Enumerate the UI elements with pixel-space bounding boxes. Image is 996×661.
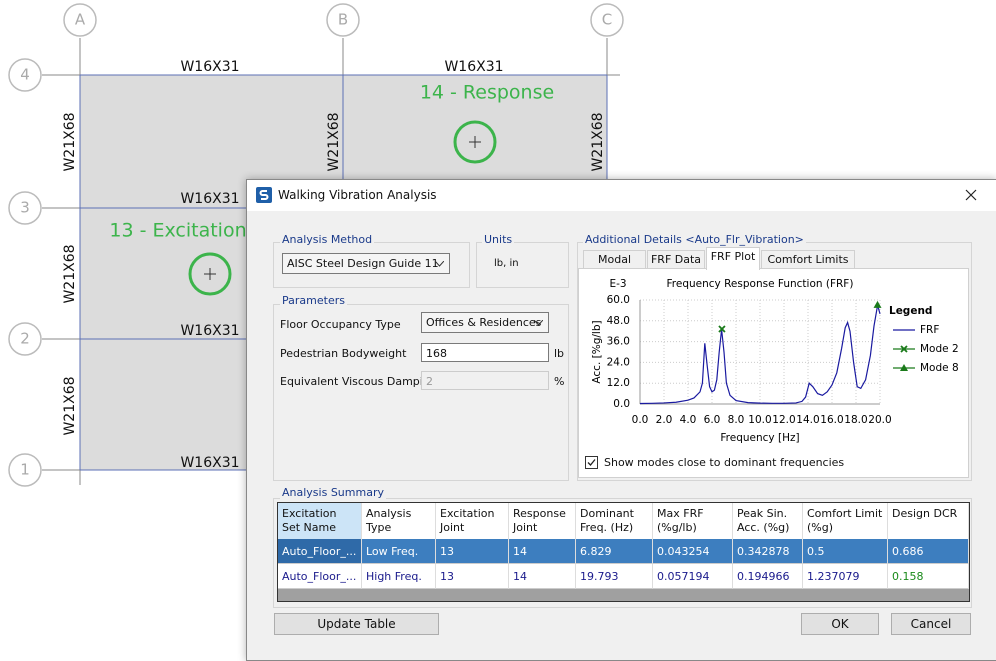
- grid-label: A: [75, 11, 86, 29]
- method-select[interactable]: AISC Steel Design Guide 11: [282, 253, 450, 274]
- units-group: [476, 242, 569, 288]
- damping-input: 2: [421, 371, 549, 390]
- dropdown-arrow: [435, 261, 444, 267]
- table-cell: High Freq.: [362, 564, 436, 589]
- grid-label: C: [602, 11, 612, 29]
- table-cell: 0.194966: [733, 564, 803, 589]
- table-cell: Auto_Floor_...: [278, 539, 362, 564]
- beam-label: W21X68: [62, 376, 78, 435]
- table-header: Analysis Type: [362, 503, 436, 539]
- param-unit: %: [554, 375, 564, 388]
- beam-label: W16X31: [180, 323, 239, 339]
- checkbox-label: Show modes close to dominant frequencies: [604, 456, 844, 469]
- grid-label: 3: [20, 199, 30, 217]
- dialog-title: Walking Vibration Analysis: [278, 188, 437, 202]
- group-label: Analysis Method: [280, 233, 374, 246]
- bodyweight-input[interactable]: 168: [421, 343, 549, 362]
- table-cell: Low Freq.: [362, 539, 436, 564]
- summary-table: Excitation Set NameAnalysis TypeExcitati…: [277, 502, 970, 602]
- table-header: Response Joint: [509, 503, 576, 539]
- param-label: Floor Occupancy Type: [280, 318, 401, 331]
- beam-label: W21X68: [62, 244, 78, 303]
- check-mark: [586, 457, 597, 468]
- cancel-button[interactable]: Cancel: [891, 613, 971, 635]
- tab[interactable]: FRF Data: [647, 250, 705, 269]
- joint-label: 14 - Response: [420, 82, 554, 104]
- table-cell: 14: [509, 539, 576, 564]
- tab-active[interactable]: FRF Plot: [706, 247, 760, 270]
- group-label: Units: [482, 233, 514, 246]
- tab[interactable]: Modal Data: [583, 250, 646, 269]
- beam-label: W16X31: [180, 59, 239, 75]
- beam-label: W21X68: [326, 112, 342, 171]
- table-header: Peak Sin. Acc. (%g): [733, 503, 803, 539]
- grid-label: 1: [20, 461, 30, 479]
- close-button[interactable]: [965, 189, 977, 201]
- table-cell: 14: [509, 564, 576, 589]
- dropdown-arrow: [534, 320, 543, 326]
- table-cell: 1.237079: [803, 564, 888, 589]
- table-cell: 0.5: [803, 539, 888, 564]
- grid-label: B: [338, 11, 348, 29]
- table-cell: 13: [436, 539, 509, 564]
- table-header: Excitation Set Name: [278, 503, 362, 539]
- title-bar: Walking Vibration Analysis: [247, 180, 996, 211]
- beam-label: W21X68: [590, 112, 606, 171]
- grid-label: 2: [20, 330, 30, 348]
- param-label: Equivalent Viscous Damping: [280, 375, 437, 388]
- table-cell: 0.686: [888, 539, 969, 564]
- grid-label: 4: [20, 66, 30, 84]
- param-unit: lb: [554, 347, 564, 360]
- table-cell: 0.342878: [733, 539, 803, 564]
- table-header: Excitation Joint: [436, 503, 509, 539]
- table-header: Design DCR: [888, 503, 969, 539]
- app-icon: [256, 187, 272, 203]
- table-scroll-area: [278, 589, 969, 601]
- table-cell: Auto_Floor_...: [278, 564, 362, 589]
- group-label: Analysis Summary: [280, 486, 386, 499]
- group-label: Additional Details <Auto_Flr_Vibration>: [583, 233, 806, 246]
- table-header: Dominant Freq. (Hz): [576, 503, 653, 539]
- occupancy-select[interactable]: Offices & Residences: [421, 312, 549, 333]
- units-value: lb, in: [494, 258, 519, 269]
- param-label: Pedestrian Bodyweight: [280, 347, 406, 360]
- beam-label: W21X68: [62, 112, 78, 171]
- table-cell: 13: [436, 564, 509, 589]
- ok-button[interactable]: OK: [801, 613, 879, 635]
- table-cell: 6.829: [576, 539, 653, 564]
- dialog: Walking Vibration Analysis Analysis Meth…: [246, 179, 996, 661]
- table-header: Max FRF (%g/lb): [653, 503, 733, 539]
- beam-label: W16X31: [180, 191, 239, 207]
- beam-label: W16X31: [444, 59, 503, 75]
- update-table-button[interactable]: Update Table: [274, 613, 439, 635]
- table-cell: 0.057194: [653, 564, 733, 589]
- group-label: Parameters: [280, 294, 347, 307]
- select-value: AISC Steel Design Guide 11: [287, 257, 439, 270]
- beam-label: W16X31: [180, 455, 239, 471]
- table-header: Comfort Limit (%g): [803, 503, 888, 539]
- table-cell: 0.043254: [653, 539, 733, 564]
- select-value: Offices & Residences: [426, 316, 541, 329]
- table-cell: 0.158: [888, 564, 969, 589]
- checkbox[interactable]: [585, 456, 598, 469]
- tab[interactable]: Comfort Limits Plot: [761, 250, 855, 269]
- joint-label: 13 - Excitation: [109, 220, 246, 242]
- tab-panel: [578, 268, 969, 478]
- table-cell: 19.793: [576, 564, 653, 589]
